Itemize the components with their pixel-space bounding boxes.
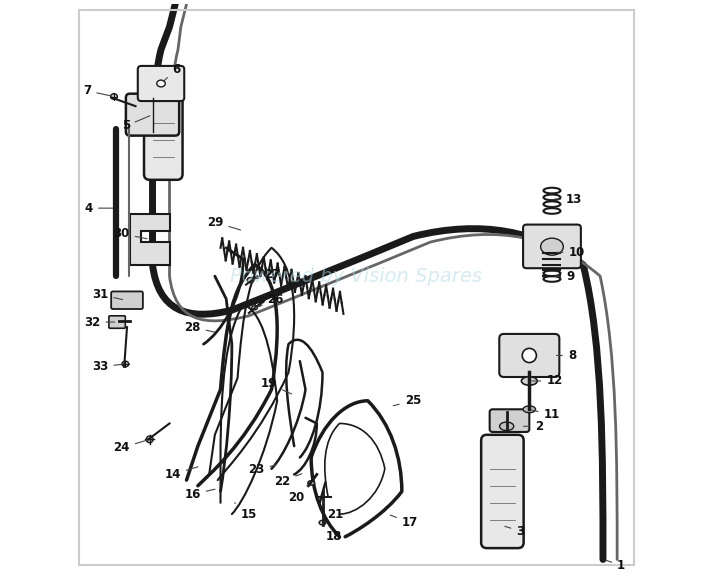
Text: 4: 4 (85, 201, 113, 215)
Text: 1: 1 (605, 559, 625, 572)
Text: 30: 30 (113, 227, 147, 240)
Text: 10: 10 (557, 246, 585, 259)
Text: 13: 13 (555, 193, 583, 205)
Ellipse shape (122, 361, 129, 367)
Ellipse shape (111, 93, 118, 99)
Text: 24: 24 (113, 440, 147, 454)
Polygon shape (130, 214, 170, 265)
Text: 12: 12 (532, 374, 563, 388)
Ellipse shape (308, 481, 314, 485)
Ellipse shape (540, 238, 563, 255)
Ellipse shape (521, 377, 538, 385)
Text: 29: 29 (207, 216, 240, 230)
Text: 33: 33 (92, 360, 123, 373)
Text: 21: 21 (323, 502, 343, 520)
Ellipse shape (500, 422, 514, 430)
Text: 28: 28 (184, 321, 215, 334)
FancyBboxPatch shape (499, 334, 559, 377)
Text: 16: 16 (184, 488, 215, 501)
FancyBboxPatch shape (111, 291, 143, 309)
Text: 5: 5 (122, 116, 150, 133)
FancyBboxPatch shape (144, 78, 183, 180)
FancyBboxPatch shape (481, 435, 523, 548)
Ellipse shape (523, 406, 535, 413)
FancyBboxPatch shape (138, 66, 184, 101)
Ellipse shape (247, 278, 254, 283)
Text: 18: 18 (324, 525, 342, 544)
Text: 31: 31 (92, 288, 123, 301)
Text: 26: 26 (256, 294, 284, 308)
Text: 27: 27 (252, 268, 280, 281)
FancyBboxPatch shape (109, 316, 125, 328)
FancyBboxPatch shape (490, 409, 529, 432)
Text: 6: 6 (163, 63, 180, 81)
Text: 3: 3 (505, 524, 524, 538)
Text: 25: 25 (393, 394, 421, 407)
Text: 15: 15 (235, 503, 257, 520)
Text: 11: 11 (532, 409, 560, 421)
Text: 17: 17 (390, 515, 418, 529)
Text: 7: 7 (83, 84, 111, 98)
Text: 9: 9 (555, 269, 575, 283)
Text: 19: 19 (261, 377, 292, 394)
Ellipse shape (157, 80, 165, 87)
Ellipse shape (319, 520, 326, 525)
Text: 23: 23 (248, 463, 276, 477)
Text: 20: 20 (288, 485, 308, 504)
Ellipse shape (522, 349, 536, 362)
Text: 8: 8 (556, 349, 576, 362)
FancyBboxPatch shape (126, 93, 179, 136)
Ellipse shape (146, 436, 153, 443)
Text: Powered by Vision Spares: Powered by Vision Spares (230, 267, 483, 286)
Text: 14: 14 (165, 467, 198, 481)
FancyBboxPatch shape (523, 224, 581, 268)
Text: 32: 32 (84, 316, 115, 328)
Text: 2: 2 (523, 420, 543, 433)
Text: 22: 22 (274, 474, 302, 488)
